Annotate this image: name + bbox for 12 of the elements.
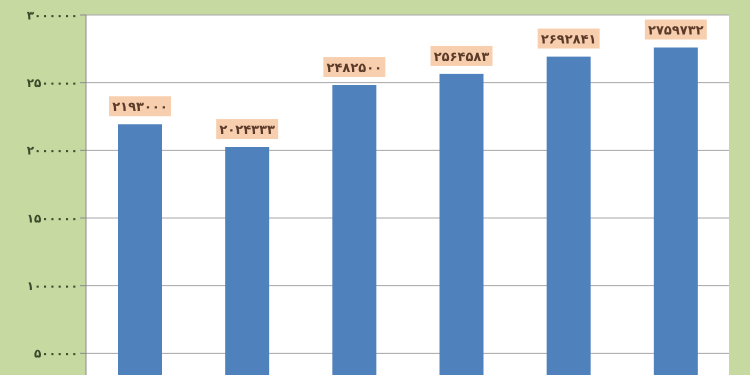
y-tick-label: ۱۵۰۰۰۰۰ (26, 211, 78, 226)
data-label: ۲۵۶۴۵۸۳ (434, 50, 490, 65)
y-tick-label: ۵۰۰۰۰۰ (34, 346, 78, 361)
y-tick-label: ۳۰۰۰۰۰۰ (26, 8, 78, 22)
y-tick-label: ۲۵۰۰۰۰۰ (26, 76, 78, 90)
y-tick-label: ۲۰۰۰۰۰۰ (26, 144, 78, 158)
y-tick-label: ۱۰۰۰۰۰۰ (26, 278, 78, 293)
data-label: ۲۱۹۳۰۰۰ (112, 100, 168, 116)
data-label: ۲۰۲۴۳۳۳ (219, 123, 275, 138)
data-label: ۲۴۸۲۵۰۰ (326, 61, 382, 76)
data-label: ۲۷۵۹۷۳۲ (648, 24, 704, 39)
data-label: ۲۶۹۲۸۴۱ (540, 32, 596, 48)
